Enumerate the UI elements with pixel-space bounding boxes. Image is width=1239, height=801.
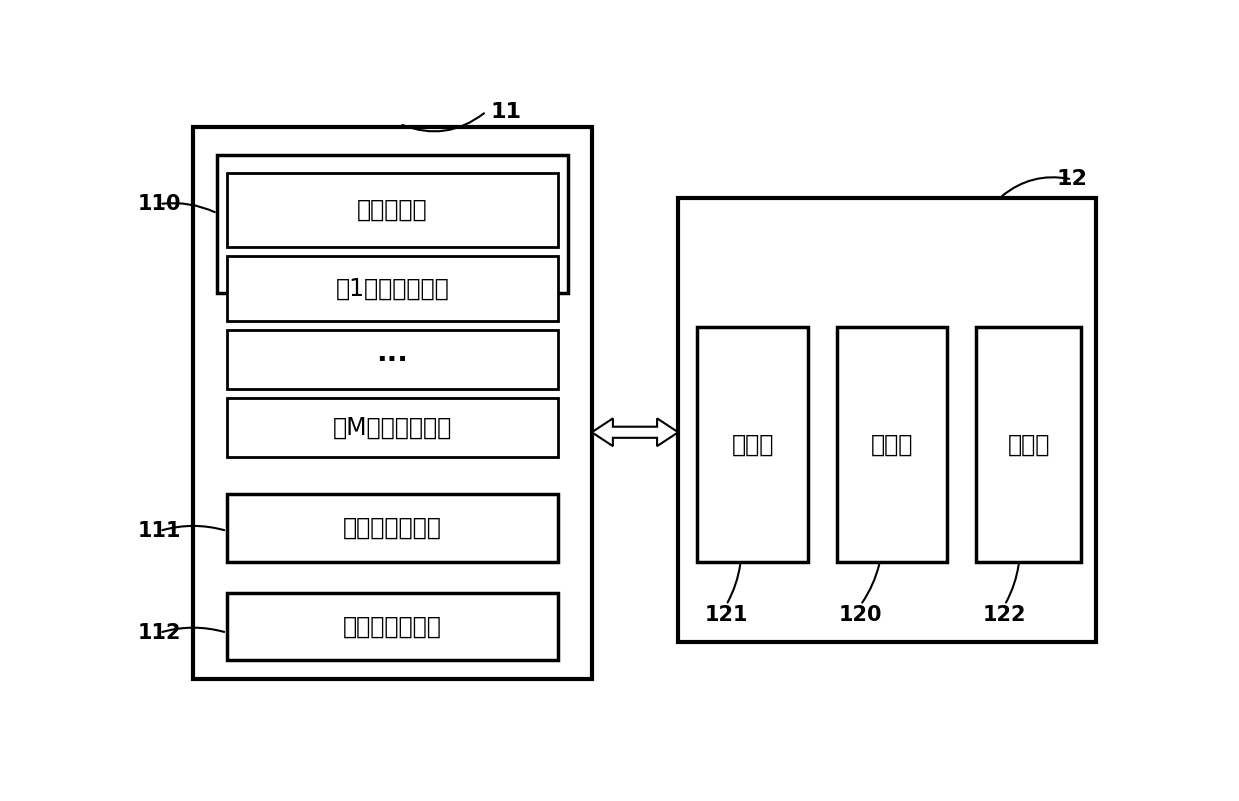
Text: 122: 122 [983, 605, 1026, 625]
Text: 程序存储区: 程序存储区 [357, 198, 427, 222]
Text: 112: 112 [138, 622, 181, 642]
Text: 12: 12 [1057, 169, 1088, 189]
Bar [227, 593, 558, 661]
Polygon shape [592, 418, 678, 446]
Bar [698, 328, 808, 562]
Text: 110: 110 [138, 194, 181, 214]
Bar [836, 328, 947, 562]
Text: 121: 121 [705, 605, 748, 625]
Text: 数据区: 数据区 [731, 433, 774, 457]
Text: 反馈数据存储区: 反馈数据存储区 [343, 614, 442, 638]
Text: ···: ··· [377, 346, 409, 374]
Bar [227, 494, 558, 562]
Text: 控制数据存储区: 控制数据存储区 [343, 516, 442, 540]
Bar [227, 398, 558, 457]
Bar [193, 127, 592, 679]
Text: 11: 11 [491, 102, 522, 122]
Text: 第M控制算法程序: 第M控制算法程序 [333, 416, 452, 440]
Text: 120: 120 [839, 605, 882, 625]
Bar [227, 331, 558, 389]
Bar [227, 173, 558, 248]
Bar [227, 256, 558, 321]
Text: 111: 111 [138, 521, 181, 541]
Bar [976, 328, 1082, 562]
Text: 第1控制算法程序: 第1控制算法程序 [336, 277, 450, 301]
Bar [217, 155, 567, 293]
Text: 程序区: 程序区 [871, 433, 913, 457]
Bar [678, 198, 1097, 642]
Text: 反馈区: 反馈区 [1007, 433, 1049, 457]
